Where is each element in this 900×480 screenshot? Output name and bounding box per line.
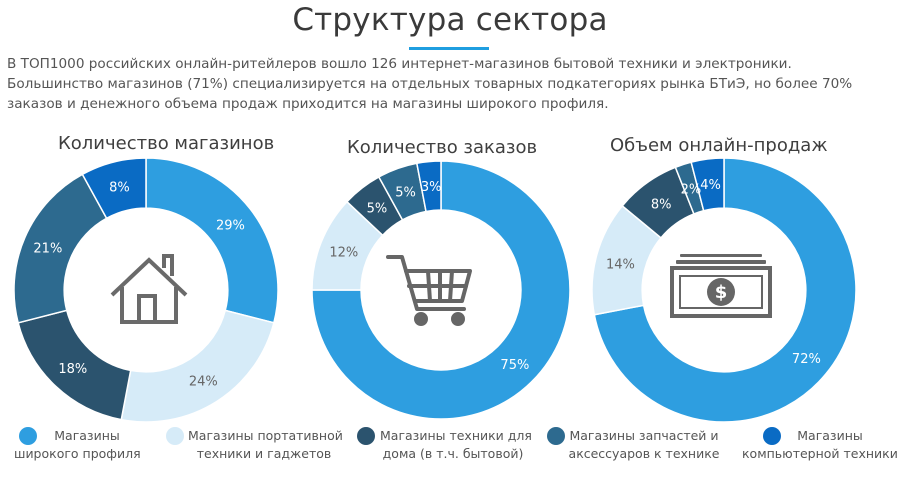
donut-slice (593, 157, 857, 423)
slice-value-label: 2% (681, 182, 702, 197)
donut-chart-sales: 72% 14% 8% 2% 4% $ (591, 157, 857, 423)
donut-slice (415, 160, 442, 213)
legend-color-dot (547, 427, 565, 445)
slice-value-label: 5% (395, 186, 416, 201)
legend-color-dot (19, 427, 37, 445)
title-underline (409, 47, 489, 50)
legend-label: Магазины широкого профиля (14, 428, 141, 461)
legend-label: Магазины портативной техники и гаджетов (188, 428, 343, 461)
slice-value-label: 12% (329, 246, 358, 261)
donut-slice (690, 157, 725, 212)
intro-text: В ТОП1000 российских онлайн-ритейлеров в… (7, 54, 900, 114)
slice-value-label: 8% (109, 180, 130, 195)
slice-value-label: 24% (189, 374, 218, 389)
intro-line: Большинство магазинов (71%) специализиру… (7, 76, 853, 92)
banknote-icon: $ (670, 254, 772, 318)
donut-slice (145, 157, 279, 324)
donut-chart-stores: 29% 24% 18% 21% 8% (13, 157, 279, 423)
slice-value-label: 8% (651, 197, 672, 212)
donut-slice (81, 157, 147, 220)
slice-value-label: 5% (367, 201, 388, 216)
intro-line: В ТОП1000 российских онлайн-ритейлеров в… (7, 56, 792, 72)
legend-color-dot (166, 427, 184, 445)
shopping-cart-icon (386, 255, 472, 326)
slice-value-label: 72% (792, 352, 821, 367)
legend-label: Магазины компьютерной техники (742, 428, 898, 461)
slice-value-label: 4% (700, 178, 721, 193)
legend-color-dot (763, 427, 781, 445)
house-icon (110, 254, 188, 324)
legend-color-dot (357, 427, 375, 445)
slice-value-label: 18% (58, 362, 87, 377)
chart-title-sales: Объем онлайн-продаж (610, 135, 828, 156)
page-title: Структура сектора (292, 2, 608, 38)
slice-value-label: 14% (606, 257, 635, 272)
svg-text:$: $ (715, 282, 728, 303)
slice-value-label: 21% (33, 242, 62, 257)
chart-title-orders: Количество заказов (347, 137, 538, 158)
legend-label: Магазины запчастей и аксессуаров к техни… (568, 428, 720, 461)
slice-value-label: 75% (500, 358, 529, 373)
chart-title-stores: Количество магазинов (58, 133, 275, 154)
donut-chart-orders: 75% 12% 5% 5% 3% (311, 160, 571, 420)
legend-label: Магазины техники для дома (в т.ч. бытово… (380, 428, 532, 461)
slice-value-label: 29% (216, 218, 245, 233)
donut-slice (311, 160, 571, 420)
intro-line: заказов и денежного объема продаж приход… (7, 96, 609, 112)
donut-slice (120, 309, 275, 423)
slice-value-label: 3% (421, 180, 442, 195)
